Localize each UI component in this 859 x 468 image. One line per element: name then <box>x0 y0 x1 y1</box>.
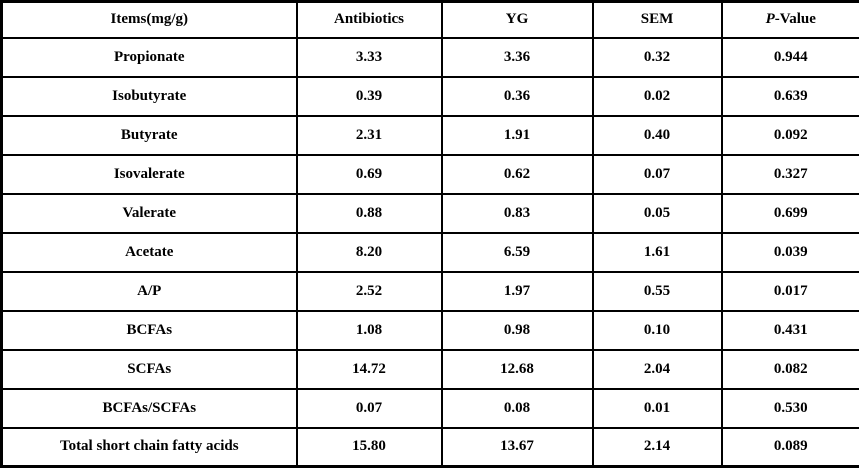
cell-value: 2.31 <box>295 114 443 156</box>
row-label: Valerate <box>0 192 298 234</box>
column-header-sem: SEM <box>591 0 723 39</box>
column-header-p-value: P-Value <box>720 0 859 39</box>
p-value-rest: -Value <box>774 11 816 28</box>
table-row: Propionate 3.33 3.36 0.32 0.944 <box>0 36 859 78</box>
row-label: Butyrate <box>0 114 298 156</box>
cell-value: 0.98 <box>440 309 594 351</box>
cell-value: 6.59 <box>440 231 594 273</box>
cell-value: 0.082 <box>720 348 859 390</box>
cell-value: 2.52 <box>295 270 443 312</box>
column-header-yg: YG <box>440 0 594 39</box>
header-row: Items(mg/g) Antibiotics YG SEM P-Value <box>0 0 859 39</box>
table-row: Butyrate 2.31 1.91 0.40 0.092 <box>0 114 859 156</box>
cell-value: 0.32 <box>591 36 723 78</box>
cell-value: 0.639 <box>720 75 859 117</box>
cell-value: 0.089 <box>720 426 859 468</box>
cell-value: 0.36 <box>440 75 594 117</box>
cell-value: 0.530 <box>720 387 859 429</box>
cell-value: 0.699 <box>720 192 859 234</box>
cell-value: 0.05 <box>591 192 723 234</box>
row-label: Propionate <box>0 36 298 78</box>
table-row: A/P 2.52 1.97 0.55 0.017 <box>0 270 859 312</box>
cell-value: 0.83 <box>440 192 594 234</box>
column-header-antibiotics: Antibiotics <box>295 0 443 39</box>
cell-value: 2.14 <box>591 426 723 468</box>
cell-value: 8.20 <box>295 231 443 273</box>
cell-value: 0.017 <box>720 270 859 312</box>
cell-value: 0.88 <box>295 192 443 234</box>
table-row: Acetate 8.20 6.59 1.61 0.039 <box>0 231 859 273</box>
row-label: Acetate <box>0 231 298 273</box>
cell-value: 15.80 <box>295 426 443 468</box>
cell-value: 0.40 <box>591 114 723 156</box>
cell-value: 1.08 <box>295 309 443 351</box>
cell-value: 0.08 <box>440 387 594 429</box>
cell-value: 3.36 <box>440 36 594 78</box>
cell-value: 0.944 <box>720 36 859 78</box>
cell-value: 0.039 <box>720 231 859 273</box>
cell-value: 12.68 <box>440 348 594 390</box>
cell-value: 0.39 <box>295 75 443 117</box>
cell-value: 2.04 <box>591 348 723 390</box>
row-label: BCFAs/SCFAs <box>0 387 298 429</box>
cell-value: 13.67 <box>440 426 594 468</box>
row-label: Total short chain fatty acids <box>0 426 298 468</box>
cell-value: 0.62 <box>440 153 594 195</box>
column-header-items: Items(mg/g) <box>0 0 298 39</box>
cell-value: 0.10 <box>591 309 723 351</box>
p-value-italic-p: P <box>765 11 775 28</box>
cell-value: 0.092 <box>720 114 859 156</box>
row-label: Isobutyrate <box>0 75 298 117</box>
table-row: SCFAs 14.72 12.68 2.04 0.082 <box>0 348 859 390</box>
table-row: BCFAs/SCFAs 0.07 0.08 0.01 0.530 <box>0 387 859 429</box>
cell-value: 0.431 <box>720 309 859 351</box>
cell-value: 3.33 <box>295 36 443 78</box>
row-label: BCFAs <box>0 309 298 351</box>
cell-value: 0.69 <box>295 153 443 195</box>
row-label: SCFAs <box>0 348 298 390</box>
cell-value: 1.97 <box>440 270 594 312</box>
table-row: BCFAs 1.08 0.98 0.10 0.431 <box>0 309 859 351</box>
table-row: Isobutyrate 0.39 0.36 0.02 0.639 <box>0 75 859 117</box>
table-row: Valerate 0.88 0.83 0.05 0.699 <box>0 192 859 234</box>
cell-value: 14.72 <box>295 348 443 390</box>
cell-value: 1.91 <box>440 114 594 156</box>
cell-value: 0.02 <box>591 75 723 117</box>
row-label: A/P <box>0 270 298 312</box>
cell-value: 0.07 <box>591 153 723 195</box>
cell-value: 0.327 <box>720 153 859 195</box>
table-row: Total short chain fatty acids 15.80 13.6… <box>0 426 859 468</box>
cell-value: 0.07 <box>295 387 443 429</box>
cell-value: 0.01 <box>591 387 723 429</box>
table-row: Isovalerate 0.69 0.62 0.07 0.327 <box>0 153 859 195</box>
row-label: Isovalerate <box>0 153 298 195</box>
cell-value: 1.61 <box>591 231 723 273</box>
cell-value: 0.55 <box>591 270 723 312</box>
